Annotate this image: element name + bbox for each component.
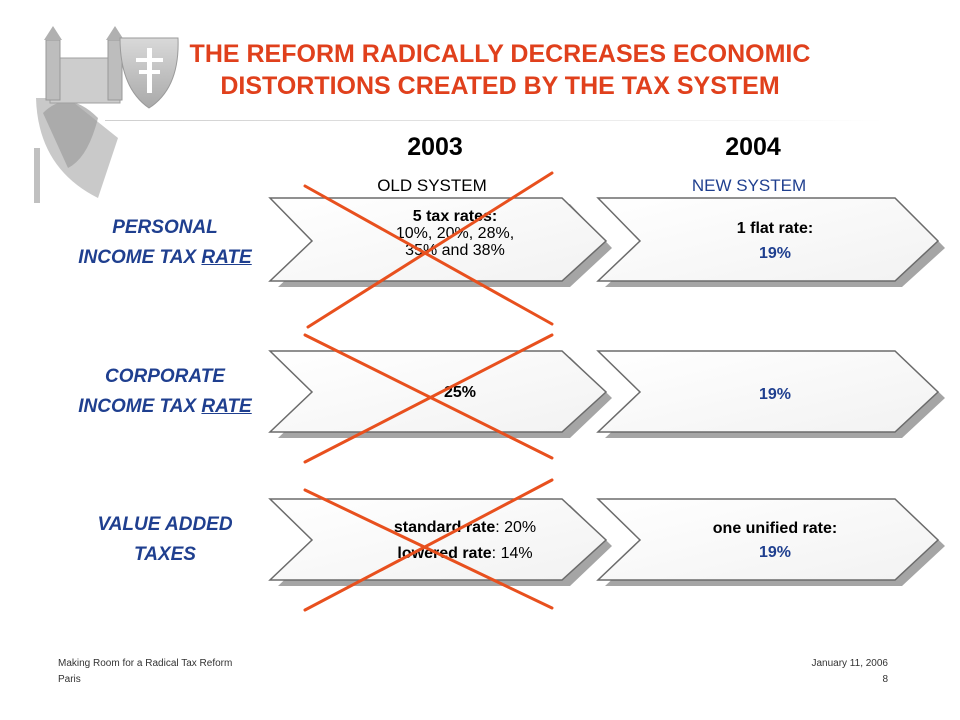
- old-system-label: OLD SYSTEM: [377, 176, 487, 195]
- cross-vat-b: [303, 478, 554, 612]
- title-line-2: DISTORTIONS CREATED BY THE TAX SYSTEM: [220, 72, 780, 100]
- cross-corporate-a: [303, 333, 554, 460]
- chevron-old-corporate-face: [268, 350, 608, 433]
- chevron-old-personal-face: [268, 197, 608, 282]
- logo-image: [34, 26, 179, 203]
- chevron-new-personal-face: [596, 197, 940, 282]
- row-label-corporate: CORPORATE INCOME TAX RATE: [78, 366, 252, 417]
- slide-title: THE REFORM RADICALLY DECREASES ECONOMIC …: [110, 38, 890, 102]
- chevron-new-corporate-face: [596, 350, 940, 433]
- year-2004: 2004: [725, 133, 781, 161]
- cross-personal-b: [306, 171, 554, 329]
- title-divider: [105, 120, 885, 121]
- footer-location: Paris: [58, 674, 81, 685]
- footer-page-number: 8: [882, 674, 888, 685]
- row-label-vat: VALUE ADDED TAXES: [97, 514, 233, 565]
- title-line-1: THE REFORM RADICALLY DECREASES ECONOMIC: [189, 40, 811, 68]
- new-system-label: NEW SYSTEM: [691, 176, 807, 195]
- footer-date: January 11, 2006: [811, 658, 888, 669]
- cross-personal-a: [303, 184, 554, 326]
- year-2003: 2003: [407, 133, 463, 161]
- new-vat-value: one unified rate: 19%: [712, 520, 838, 561]
- row-label-personal: PERSONAL INCOME TAX RATE: [78, 217, 252, 268]
- cross-vat-a: [303, 488, 554, 610]
- new-personal-value: 1 flat rate: 19%: [736, 220, 814, 262]
- footer-right: January 11, 2006 8: [811, 656, 888, 688]
- chevron-new-vat-face: [596, 498, 940, 581]
- cross-corporate-b: [303, 333, 554, 464]
- footer-presentation-title: Making Room for a Radical Tax Reform: [58, 658, 233, 669]
- new-corporate-value: 19%: [758, 386, 792, 403]
- footer-left: Making Room for a Radical Tax Reform Par…: [58, 656, 232, 688]
- old-corporate-value: 25%: [443, 384, 477, 401]
